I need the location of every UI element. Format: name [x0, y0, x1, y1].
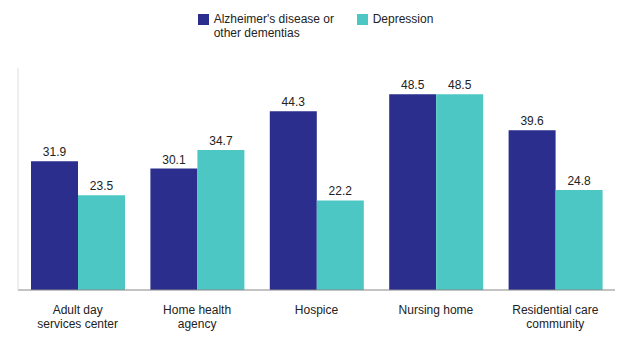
svg-text:Residential carecommunity: Residential carecommunity: [512, 303, 598, 331]
svg-text:Nursing home: Nursing home: [399, 303, 474, 317]
svg-text:48.5: 48.5: [448, 78, 472, 92]
html-text:Alzheimer's disease or other d: Alzheimer's disease or other dementias: [213, 12, 334, 40]
svg-text:22.2: 22.2: [329, 184, 353, 198]
svg-text:39.6: 39.6: [520, 114, 544, 128]
html-text:Depression: Depression: [372, 12, 434, 26]
svg-text:24.8: 24.8: [567, 174, 591, 188]
svg-text:44.3: 44.3: [282, 95, 306, 109]
svg-text:Adult dayservices center: Adult dayservices center: [37, 303, 118, 331]
svg-text:31.9: 31.9: [43, 145, 67, 159]
svg-text:48.5: 48.5: [401, 78, 425, 92]
svg-text:23.5: 23.5: [90, 179, 114, 193]
svg-text:Home healthagency: Home healthagency: [163, 303, 231, 331]
svg-text:34.7: 34.7: [209, 134, 233, 148]
svg-text:Hospice: Hospice: [295, 303, 339, 317]
svg-text:30.1: 30.1: [162, 153, 186, 167]
